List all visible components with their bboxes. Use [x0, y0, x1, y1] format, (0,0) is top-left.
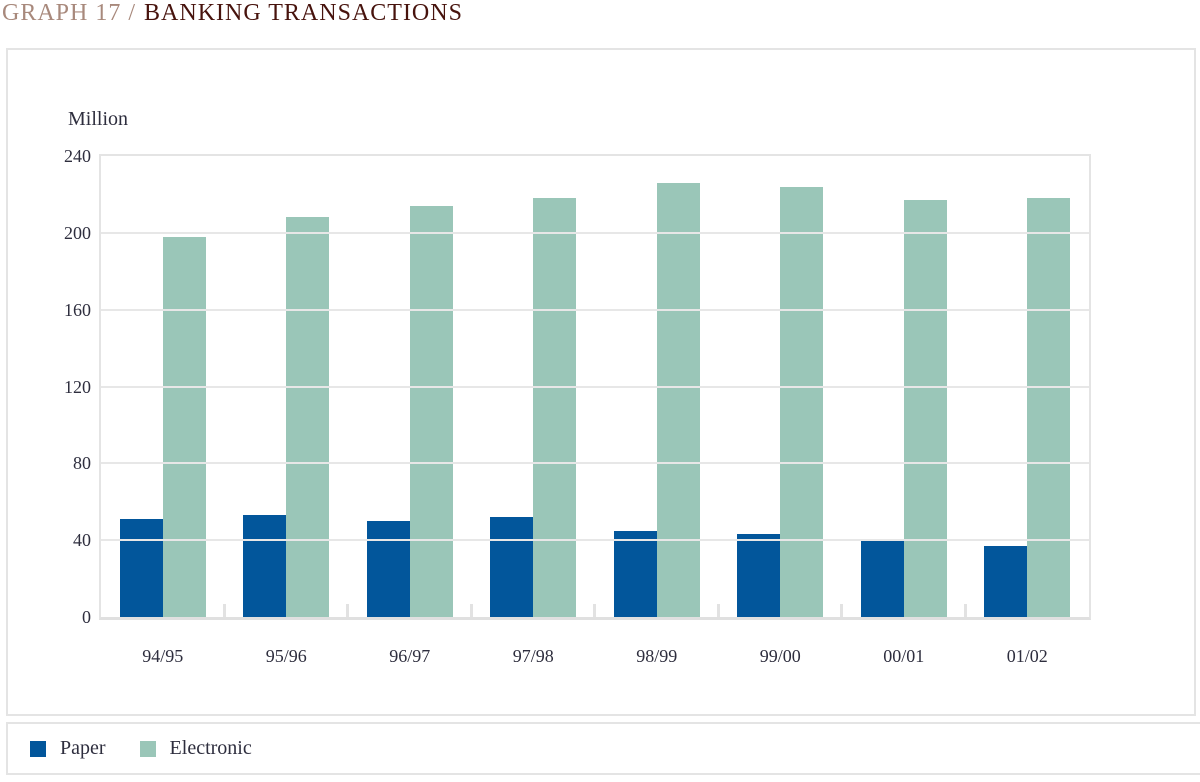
bar-electronic-98-99	[656, 183, 700, 617]
bar-paper-98-99	[613, 531, 657, 617]
legend-label-electronic: Electronic	[169, 737, 252, 759]
gridline-40	[101, 539, 1089, 541]
y-tick-label-240: 240	[64, 146, 91, 166]
legend-swatch-paper	[30, 740, 46, 757]
x-axis-tick	[840, 604, 843, 617]
gridline-80	[101, 462, 1089, 464]
bar-group-98-99	[595, 156, 719, 617]
legend-swatch-electronic	[139, 740, 156, 757]
gridline-120	[101, 386, 1089, 388]
x-axis-tick	[223, 604, 226, 617]
bar-electronic-99-00	[780, 187, 824, 617]
bar-electronic-95-96	[286, 217, 330, 617]
chart-panel: Million 0 40 80 120 160 200 240 94/95 95/96 96/9…	[6, 48, 1196, 716]
x-tick-label-95-96: 95/96	[265, 646, 307, 666]
x-axis-tick	[346, 604, 349, 617]
x-tick-label-96-97: 96/97	[389, 646, 431, 666]
legend-item-electronic: Electronic	[139, 737, 252, 760]
bars-row	[101, 156, 1089, 617]
x-tick-label-00-01: 00/01	[883, 646, 925, 666]
chart-title: GRAPH 17 / BANKING TRANSACTIONS	[2, 0, 463, 27]
bar-group-99-00	[719, 156, 843, 617]
x-tick-label-97-98: 97/98	[512, 646, 554, 666]
x-axis-tick	[964, 604, 967, 617]
bar-paper-95-96	[243, 515, 287, 617]
chart-title-main: BANKING TRANSACTIONS	[144, 0, 463, 26]
bar-paper-01-02	[984, 546, 1028, 617]
bar-electronic-97-98	[533, 198, 577, 617]
legend-item-paper: Paper	[30, 737, 106, 760]
y-tick-label-40: 40	[73, 530, 91, 550]
bar-group-94-95	[101, 156, 225, 617]
y-tick-label-160: 160	[64, 300, 91, 320]
chart-title-prefix: GRAPH 17 /	[2, 0, 137, 26]
y-tick-label-80: 80	[73, 453, 91, 473]
gridline-160	[101, 309, 1089, 311]
legend-label-paper: Paper	[60, 737, 106, 759]
gridline-200	[101, 232, 1089, 234]
plot-area: 0 40 80 120 160 200 240	[64, 146, 1091, 627]
x-tick-label-94-95: 94/95	[142, 646, 184, 666]
y-tick-label-0: 0	[82, 607, 91, 627]
bar-electronic-01-02	[1027, 198, 1071, 617]
x-axis-tick	[593, 604, 596, 617]
y-tick-label-200: 200	[64, 223, 91, 243]
legend-panel: Paper Electronic	[6, 722, 1200, 775]
bar-paper-99-00	[737, 534, 781, 617]
bar-paper-96-97	[366, 521, 410, 617]
bar-group-97-98	[472, 156, 596, 617]
bar-paper-97-98	[490, 517, 534, 617]
bar-paper-00-01	[860, 540, 904, 617]
y-tick-label-120: 120	[64, 377, 91, 397]
x-tick-label-99-00: 99/00	[759, 646, 801, 666]
x-axis-tick	[717, 604, 720, 617]
x-axis-tick	[470, 604, 473, 617]
x-axis-labels: 94/95 95/96 96/97 97/98 98/99 99/00 00/01 01/02	[101, 646, 1089, 667]
bar-group-95-96	[225, 156, 349, 617]
bar-electronic-94-95	[162, 237, 206, 617]
x-tick-label-01-02: 01/02	[1006, 646, 1048, 666]
bar-electronic-00-01	[903, 200, 947, 617]
bar-group-00-01	[842, 156, 966, 617]
y-axis-unit-label: Million	[68, 108, 129, 130]
bar-paper-94-95	[119, 519, 163, 617]
x-tick-label-98-99: 98/99	[636, 646, 678, 666]
bar-electronic-96-97	[409, 206, 453, 617]
bar-group-96-97	[348, 156, 472, 617]
bar-group-01-02	[966, 156, 1090, 617]
